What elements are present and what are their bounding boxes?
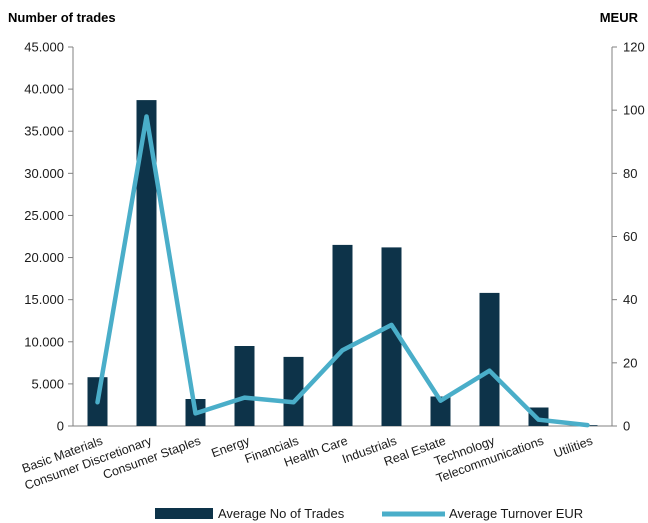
right-tick-label: 20 xyxy=(623,355,637,370)
right-tick-label: 120 xyxy=(623,40,645,55)
left-tick-label: 0 xyxy=(57,419,64,434)
right-tick-label: 0 xyxy=(623,419,630,434)
bar-series xyxy=(87,100,598,426)
right-tick-label: 100 xyxy=(623,103,645,118)
right-tick-label: 60 xyxy=(623,229,637,244)
left-tick-label: 10.000 xyxy=(24,334,64,349)
legend-swatch-bars xyxy=(155,508,213,519)
category-label: Utilities xyxy=(552,434,595,461)
right-tick-label: 80 xyxy=(623,166,637,181)
left-tick-label: 30.000 xyxy=(24,166,64,181)
legend-label-line: Average Turnover EUR xyxy=(449,506,583,521)
bar xyxy=(234,346,255,426)
left-tick-label: 45.000 xyxy=(24,40,64,55)
bar xyxy=(430,396,451,426)
right-tick-label: 40 xyxy=(623,292,637,307)
left-axis-title: Number of trades xyxy=(8,10,116,25)
legend-label-bars: Average No of Trades xyxy=(218,506,345,521)
left-tick-label: 25.000 xyxy=(24,208,64,223)
left-tick-label: 35.000 xyxy=(24,124,64,139)
bar xyxy=(332,244,353,426)
right-axis-title: MEUR xyxy=(600,10,639,25)
bar xyxy=(136,100,157,426)
left-tick-label: 20.000 xyxy=(24,250,64,265)
left-tick-label: 5.000 xyxy=(31,376,64,391)
line-series xyxy=(95,114,590,428)
bar xyxy=(479,292,500,426)
bar xyxy=(381,247,402,426)
left-tick-label: 40.000 xyxy=(24,82,64,97)
legend: Average No of Trades Average Turnover EU… xyxy=(155,506,583,521)
bar xyxy=(283,356,304,426)
left-tick-label: 15.000 xyxy=(24,292,64,307)
axes: 0 5.000 10.000 15.000 20.000 25.000 30.000 35.0… xyxy=(24,40,644,434)
